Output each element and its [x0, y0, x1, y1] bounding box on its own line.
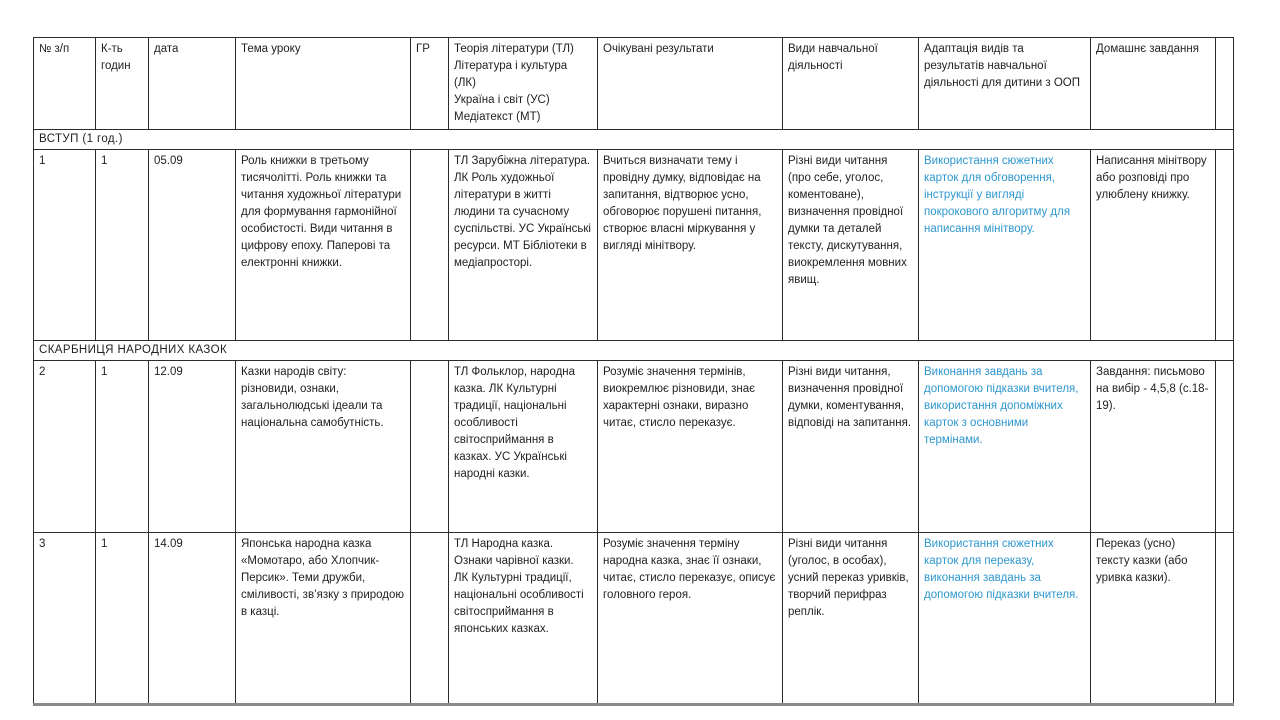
cell-hours[interactable]: 1 [95, 360, 149, 534]
lesson-plan-table: № з/п К-ть годин дата Тема уроку ГР Теор… [33, 36, 1234, 707]
header-date[interactable]: дата [148, 36, 236, 131]
table-row: 3 1 14.09 Японська народна казка «Момота… [33, 532, 1234, 707]
cell-homework[interactable]: Написання мінітвору або розповіді про ул… [1090, 149, 1216, 342]
cell-topic[interactable]: Японська народна казка «Момотаро, або Хл… [235, 532, 411, 707]
cell-date[interactable]: 14.09 [148, 532, 236, 707]
cell-num[interactable]: 2 [33, 360, 96, 534]
cell-adaptation[interactable]: Використання сюжетних карток для обговор… [918, 149, 1091, 342]
cell-num[interactable]: 3 [33, 532, 96, 707]
table-row: 2 1 12.09 Казки народів світу: різновиди… [33, 360, 1234, 534]
cell-strands[interactable]: ТЛ Фольклор, народна казка. ЛК Культурні… [448, 360, 598, 534]
cell-gr[interactable] [410, 149, 449, 342]
cell-expected[interactable]: Розуміє значення термінів, виокремлює рі… [597, 360, 783, 534]
cell-strands[interactable]: ТЛ Народна казка. Ознаки чарівної казки.… [448, 532, 598, 707]
cell-activities[interactable]: Різні види читання (про себе, уголос, ко… [782, 149, 919, 342]
cell-homework[interactable]: Переказ (усно) тексту казки (або уривка … [1090, 532, 1216, 707]
cell-hours[interactable]: 1 [95, 149, 149, 342]
cell-activities[interactable]: Різні види читання, визначення провідної… [782, 360, 919, 534]
header-expected[interactable]: Очікувані результати [597, 36, 783, 131]
header-homework[interactable]: Домашнє завдання [1090, 36, 1216, 131]
cell-date[interactable]: 05.09 [148, 149, 236, 342]
header-activities[interactable]: Види навчальної діяльності [782, 36, 919, 131]
cell-expected[interactable]: Вчиться визначати тему і провідну думку,… [597, 149, 783, 342]
cell-activities[interactable]: Різні види читання (уголос, в особах), у… [782, 532, 919, 707]
cell-num[interactable]: 1 [33, 149, 96, 342]
table-header-row: № з/п К-ть годин дата Тема уроку ГР Теор… [33, 36, 1234, 131]
section-title[interactable]: ВСТУП (1 год.) [33, 129, 1234, 151]
cell-gr[interactable] [410, 360, 449, 534]
cell-adaptation[interactable]: Використання сюжетних карток для переказ… [918, 532, 1091, 707]
header-topic[interactable]: Тема уроку [235, 36, 411, 131]
header-extra[interactable] [1215, 36, 1234, 131]
cell-extra[interactable] [1215, 149, 1234, 342]
section-row-kazky: СКАРБНИЦЯ НАРОДНИХ КАЗОК [33, 340, 1234, 362]
cell-extra[interactable] [1215, 360, 1234, 534]
cell-expected[interactable]: Розуміє значення терміну народна казка, … [597, 532, 783, 707]
header-adaptation[interactable]: Адаптація видів та результатів навчально… [918, 36, 1091, 131]
cell-topic[interactable]: Казки народів світу: різновиди, ознаки, … [235, 360, 411, 534]
header-gr[interactable]: ГР [410, 36, 449, 131]
cell-homework[interactable]: Завдання: письмово на вибір - 4,5,8 (с.1… [1090, 360, 1216, 534]
section-title[interactable]: СКАРБНИЦЯ НАРОДНИХ КАЗОК [33, 340, 1234, 362]
section-row-vstup: ВСТУП (1 год.) [33, 129, 1234, 151]
cell-extra[interactable] [1215, 532, 1234, 707]
cell-adaptation[interactable]: Виконання завдань за допомогою підказки … [918, 360, 1091, 534]
header-hours[interactable]: К-ть годин [95, 36, 149, 131]
table-row: 1 1 05.09 Роль книжки в третьому тисячол… [33, 149, 1234, 342]
cell-hours[interactable]: 1 [95, 532, 149, 707]
header-strands[interactable]: Теорія літератури (ТЛ) Література і куль… [448, 36, 598, 131]
cell-topic[interactable]: Роль книжки в третьому тисячолітті. Роль… [235, 149, 411, 342]
header-num[interactable]: № з/п [33, 36, 96, 131]
cell-gr[interactable] [410, 532, 449, 707]
cell-strands[interactable]: ТЛ Зарубіжна література. ЛК Роль художнь… [448, 149, 598, 342]
cell-date[interactable]: 12.09 [148, 360, 236, 534]
